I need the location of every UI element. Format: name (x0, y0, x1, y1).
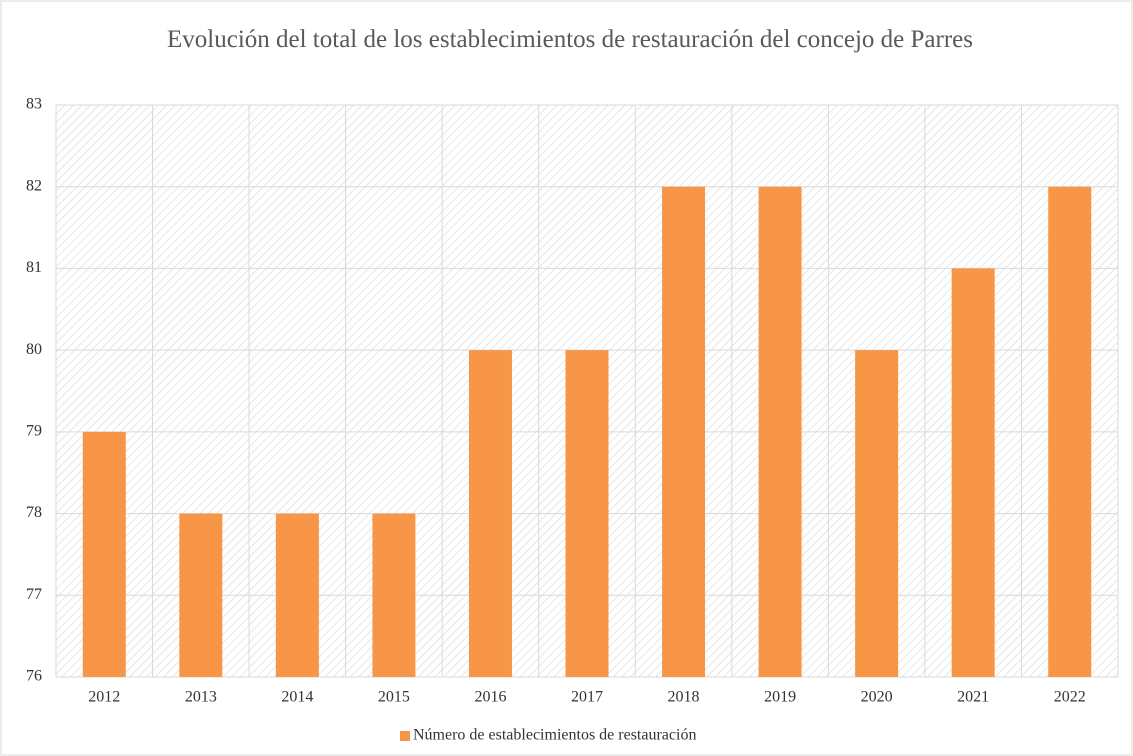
y-tick-label: 80 (26, 341, 42, 358)
y-tick-label: 79 (26, 423, 42, 440)
x-tick-label: 2022 (1054, 689, 1086, 706)
x-tick-label: 2012 (88, 689, 120, 706)
bar (1048, 186, 1092, 677)
x-tick-label: 2020 (861, 689, 893, 706)
x-tick-label: 2018 (668, 689, 700, 706)
x-tick-label: 2013 (185, 689, 217, 706)
y-tick-label: 78 (26, 504, 42, 521)
x-tick-label: 2016 (474, 689, 506, 706)
chart-title: Evolución del total de los establecimien… (167, 26, 973, 53)
y-tick-label: 83 (26, 96, 42, 113)
bar (468, 350, 512, 677)
bar (372, 513, 416, 677)
x-tick-label: 2019 (764, 689, 796, 706)
bar (951, 268, 995, 677)
y-tick-label: 82 (26, 177, 42, 194)
bar (855, 350, 899, 677)
x-tick-label: 2021 (957, 689, 989, 706)
x-tick-label: 2017 (571, 689, 603, 706)
bar (758, 186, 802, 677)
y-tick-label: 76 (26, 668, 42, 685)
bar (179, 513, 223, 677)
bar (82, 431, 126, 677)
y-tick-label: 77 (26, 586, 42, 603)
x-tick-label: 2014 (281, 689, 313, 706)
legend-swatch (400, 731, 410, 741)
bar (565, 350, 609, 677)
x-tick-label: 2015 (378, 689, 410, 706)
bar (662, 186, 706, 677)
y-tick-label: 81 (26, 259, 42, 276)
bar (275, 513, 319, 677)
legend-label: Número de establecimientos de restauraci… (413, 727, 696, 744)
